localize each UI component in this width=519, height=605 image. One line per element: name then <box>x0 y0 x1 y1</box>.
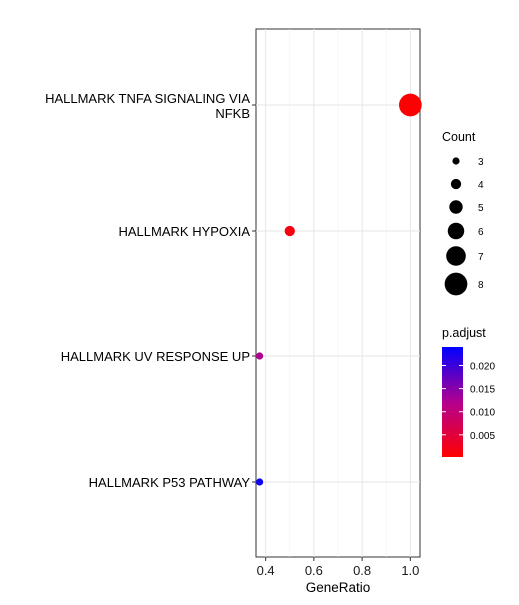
x-tick-label: 0.6 <box>305 563 323 578</box>
y-axis: HALLMARK TNFA SIGNALING VIA NFKB HALLMARK … <box>45 91 256 490</box>
count-legend-dot <box>446 246 466 266</box>
count-legend-label: 7 <box>478 252 484 263</box>
count-legend-label: 4 <box>478 180 484 191</box>
count-legend-title: Count <box>442 130 476 144</box>
data-point <box>256 478 263 485</box>
count-legend-dot <box>445 273 468 296</box>
x-tick-label: 0.8 <box>353 563 371 578</box>
count-legend-dot <box>451 179 461 189</box>
x-tick-label: 0.4 <box>257 563 275 578</box>
count-legend-dot <box>449 200 462 213</box>
x-axis: 0.4 0.6 0.8 1.0 <box>257 557 420 578</box>
data-point <box>399 94 422 117</box>
padj-label: 0.005 <box>470 431 495 442</box>
padj-label: 0.015 <box>470 385 495 396</box>
count-legend-label: 6 <box>478 227 484 238</box>
data-point <box>256 352 263 359</box>
padj-legend-title: p.adjust <box>442 326 486 340</box>
y-tick-label: HALLMARK P53 PATHWAY <box>89 475 251 490</box>
count-legend-label: 8 <box>478 280 484 291</box>
count-legend-label: 3 <box>478 157 484 168</box>
y-tick-label: HALLMARK HYPOXIA <box>119 224 251 239</box>
y-tick-label: HALLMARK TNFA SIGNALING VIA NFKB <box>45 91 250 121</box>
count-legend: 3 4 5 6 7 8 <box>445 157 484 295</box>
padj-colorbar <box>442 347 463 457</box>
padj-label: 0.010 <box>470 408 495 419</box>
count-legend-dot <box>452 157 459 164</box>
y-tick-label: HALLMARK UV RESPONSE UP <box>61 349 250 364</box>
x-axis-title: GeneRatio <box>306 580 371 595</box>
data-point <box>285 226 295 236</box>
count-legend-dot <box>448 223 465 240</box>
padj-label: 0.020 <box>470 361 495 372</box>
count-legend-label: 5 <box>478 203 484 214</box>
x-tick-label: 1.0 <box>401 563 419 578</box>
